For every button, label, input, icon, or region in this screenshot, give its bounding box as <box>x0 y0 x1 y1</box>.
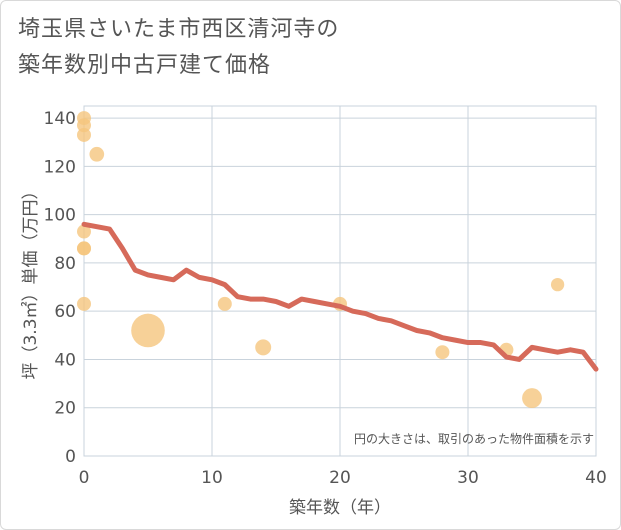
y-tick-label: 60 <box>54 302 76 322</box>
x-axis-label: 築年数（年） <box>289 498 391 518</box>
scatter-point <box>217 296 232 311</box>
size-legend-note: 円の大きさは、取引のあった物件面積を示す <box>354 431 594 446</box>
y-tick-label: 0 <box>65 447 76 467</box>
grid-lines <box>83 105 597 457</box>
scatter-point <box>550 277 565 292</box>
scatter-point <box>77 296 91 311</box>
scatter-point <box>77 241 91 256</box>
x-tick-label: 0 <box>79 468 90 488</box>
scatter-point <box>522 388 542 408</box>
scatter-point <box>89 146 105 162</box>
scatter-point <box>77 118 91 133</box>
chart-title-line1: 埼玉県さいたま市西区清河寺の <box>18 17 340 42</box>
y-tick-label: 80 <box>54 254 76 274</box>
y-tick-label: 140 <box>44 109 76 129</box>
bubble-series <box>77 111 565 408</box>
y-tick-label: 40 <box>54 350 76 370</box>
trend-line <box>81 221 599 372</box>
chart-title: 埼玉県さいたま市西区清河寺の 築年数別中古戸建て価格 <box>18 12 339 84</box>
chart-title-line2: 築年数別中古戸建て価格 <box>18 53 272 78</box>
scatter-point <box>77 127 91 142</box>
y-tick-label: 20 <box>54 399 76 419</box>
x-tick-label: 20 <box>329 468 351 488</box>
y-axis-label: 坪（3.3㎡）単価（万円） <box>21 182 41 379</box>
trend-series <box>81 221 599 372</box>
scatter-point <box>77 224 91 239</box>
scatter-point <box>131 313 165 348</box>
tick-labels: 0 10 20 30 40 0 20 40 60 80 100 120 140 <box>44 109 607 488</box>
scatter-point <box>255 339 272 356</box>
y-tick-label: 120 <box>44 157 76 177</box>
x-tick-label: 40 <box>585 468 607 488</box>
x-tick-label: 10 <box>201 468 223 488</box>
y-tick-label: 100 <box>44 206 76 226</box>
x-tick-label: 30 <box>457 468 479 488</box>
scatter-point <box>435 345 450 360</box>
